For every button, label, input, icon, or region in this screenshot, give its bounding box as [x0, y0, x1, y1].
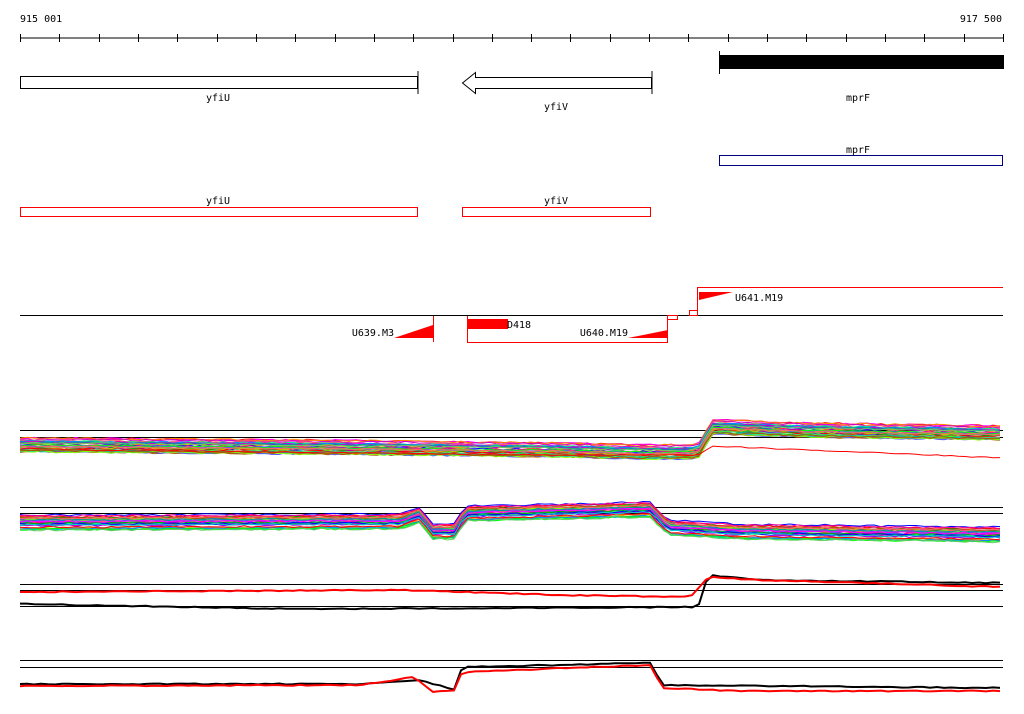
ruler-ticks: [20, 34, 1004, 42]
feature-D418-block[interactable]: [468, 319, 508, 329]
gene-yfiV-red-label: yfiV: [544, 196, 568, 207]
gene-track-top: yfiU yfiV mprF: [20, 51, 1004, 113]
gene-track-red: yfiU yfiV: [20, 196, 651, 217]
feature-U639-label: U639.M3: [352, 328, 394, 339]
feature-U640-stub: [667, 315, 678, 320]
feature-track: U641.M19 U639.M3 D418 U640.M19: [20, 287, 1003, 343]
gene-track-blue: mprF: [719, 145, 1003, 166]
panel-1-trace: [19, 419, 1001, 447]
gene-yfiU-box[interactable]: [20, 76, 418, 89]
expression-panel-4: [19, 660, 1003, 693]
gene-mprF-label: mprF: [846, 93, 870, 104]
gene-yfiV-arrow[interactable]: [461, 71, 652, 95]
gene-yfiV-red-box[interactable]: [462, 207, 651, 217]
panel-2-trace: [19, 513, 1001, 541]
feature-U639-marker[interactable]: [394, 325, 433, 338]
expression-panel-1: [19, 418, 1003, 461]
panel-2-trace: [19, 516, 1001, 544]
feature-U640-marker[interactable]: [628, 330, 668, 338]
feature-U641-stub: [689, 310, 698, 316]
panel-3-trace-black: [20, 574, 1001, 611]
panel-3-trace-red: [19, 575, 1001, 598]
panel-2-trace: [19, 507, 1001, 535]
gene-yfiV-label: yfiV: [544, 102, 568, 113]
panel-1-trace: [19, 426, 1001, 454]
feature-U641-marker[interactable]: [699, 292, 733, 300]
panel-2-trace: [19, 501, 1001, 530]
panel-1-trace: [19, 445, 1001, 459]
feature-D418-label: D418: [507, 320, 531, 331]
panel-4-trace-black: [19, 661, 1001, 691]
gene-yfiU-label: yfiU: [206, 93, 230, 104]
ruler-start-label: 915 001: [20, 14, 62, 25]
panel-2-trace: [19, 506, 1001, 533]
panel-2-trace: [19, 504, 1001, 531]
feature-U641-label: U641.M19: [735, 293, 783, 304]
expression-panel-2: [19, 500, 1003, 544]
panel-2-trace: [19, 510, 1001, 539]
panel-1-trace: [19, 425, 1001, 452]
ruler-end-label: 917 500: [960, 14, 1002, 25]
expression-panel-3: [19, 574, 1003, 611]
panel-1-trace: [19, 420, 1001, 448]
panel-4-trace-red: [19, 664, 1001, 693]
gene-yfiU-red-box[interactable]: [20, 207, 418, 217]
panel-1-trace: [19, 428, 1001, 455]
feature-U640-label: U640.M19: [580, 328, 628, 339]
gene-mprF-bar[interactable]: [719, 55, 1004, 69]
gene-mprF-blue-box[interactable]: [719, 155, 1003, 166]
gene-yfiU-red-label: yfiU: [206, 196, 230, 207]
coordinate-ruler: 915 001 917 500: [20, 14, 1004, 42]
gene-mprF-blue-label: mprF: [846, 145, 870, 156]
